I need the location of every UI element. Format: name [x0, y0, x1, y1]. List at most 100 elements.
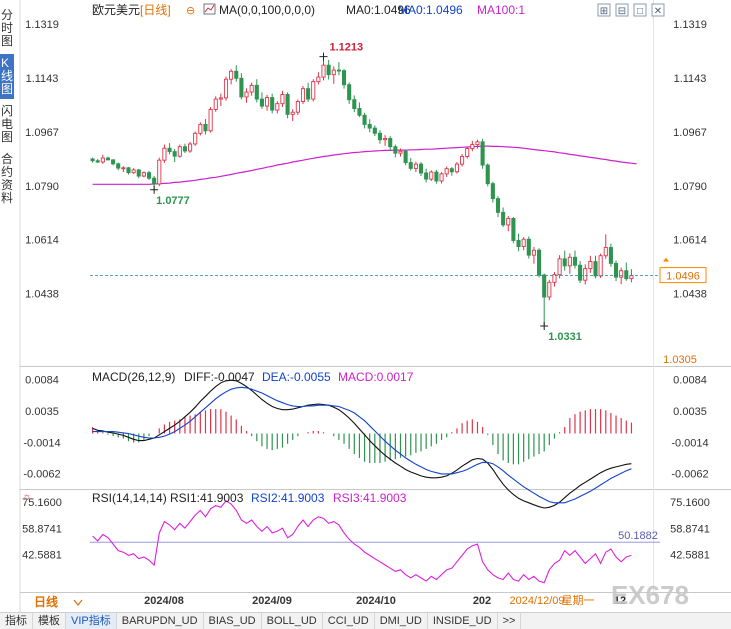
candle-body	[449, 168, 454, 173]
candle-40	[295, 99, 300, 115]
candle-body	[295, 101, 300, 113]
expand-icon-glyph: ⊞	[600, 6, 608, 17]
bottom-tab-4[interactable]: BIAS_UD	[204, 613, 262, 629]
candle-body	[95, 160, 100, 163]
header-symbol: 欧元美元	[92, 3, 140, 17]
candle-body	[126, 167, 131, 174]
candle-69	[444, 166, 449, 177]
bottom-tab-9[interactable]: >>	[498, 613, 522, 629]
candle-49	[341, 69, 347, 89]
candle-60	[398, 148, 403, 157]
macd-tick-right-3: -0.0062	[671, 468, 708, 480]
candle-13	[157, 157, 162, 187]
low-annotation-b: 1.0331	[548, 331, 582, 343]
price-tick-right-3: 1.0790	[673, 181, 707, 193]
watermark: EX678	[611, 580, 689, 610]
close-icon[interactable]	[651, 3, 665, 17]
candle-body	[290, 111, 295, 115]
candle-22	[203, 118, 208, 135]
candle-body	[372, 127, 377, 134]
candle-72	[460, 154, 465, 167]
candle-93	[567, 253, 572, 274]
settings-sun-icon: ☼	[22, 491, 32, 503]
candle-27	[229, 69, 234, 85]
rsi-tick-right-2: 42.5881	[670, 549, 710, 561]
macd-tick-left-1: 0.0035	[25, 406, 59, 418]
candle-body	[229, 70, 234, 80]
side-tab-2[interactable]: 闪电图	[1, 104, 14, 144]
chart-background	[20, 0, 731, 612]
rsi2-label: RSI2:41.9003	[251, 491, 325, 505]
candle-body	[444, 168, 449, 175]
expand-icon[interactable]	[597, 3, 611, 17]
maximize-icon[interactable]	[633, 3, 647, 17]
candle-body	[408, 162, 413, 169]
bottom-tab-3[interactable]: BARUPDN_UD	[117, 613, 204, 629]
candle-29	[239, 73, 244, 100]
candle-24	[213, 96, 218, 112]
candle-body	[572, 256, 578, 266]
bottom-tab-7[interactable]: DMI_UD	[375, 613, 428, 629]
period-label-bg	[28, 594, 86, 610]
macd-value-label: MACD:0.0017	[338, 370, 414, 384]
bottom-tab-2[interactable]: VIP指标	[66, 613, 117, 629]
candle-85	[526, 236, 531, 259]
bottom-tab-1[interactable]: 模板	[33, 613, 66, 629]
candle-body	[542, 274, 547, 298]
bottom-tab-0[interactable]: 指标	[0, 613, 33, 629]
macd-title: MACD(26,12,9)	[92, 370, 175, 384]
candle-52	[357, 102, 362, 118]
side-tab-1[interactable]: K线图	[0, 54, 14, 99]
candle-body	[177, 146, 182, 157]
candle-body	[398, 150, 403, 154]
candle-body	[434, 171, 439, 182]
bottom-tab-5[interactable]: BOLL_UD	[262, 613, 323, 629]
candle-body	[121, 167, 126, 170]
candle-body	[506, 218, 511, 226]
side-tab-0[interactable]: 分时图	[1, 8, 14, 48]
candle-11	[146, 170, 152, 181]
candle-73	[465, 146, 470, 159]
candle-body	[362, 114, 367, 125]
candle-body	[403, 150, 408, 164]
candle-body	[578, 264, 583, 281]
bottom-tab-6[interactable]: CCI_UD	[323, 613, 375, 629]
candle-body	[285, 94, 290, 115]
candle-body	[608, 247, 613, 264]
candle-body	[593, 261, 598, 277]
candle-94	[572, 250, 578, 269]
macd-tick-left-0: 0.0084	[25, 375, 59, 387]
candle-81	[506, 216, 511, 232]
candle-10	[141, 171, 146, 178]
candle-90	[552, 271, 557, 287]
current-price-box	[659, 267, 707, 284]
candle-62	[408, 158, 413, 171]
candle-body	[531, 249, 536, 256]
candle-88	[542, 273, 547, 326]
candle-35	[270, 93, 275, 114]
candle-84	[521, 237, 526, 251]
candle-body	[172, 151, 177, 157]
candle-body	[208, 109, 213, 132]
bottom-tab-8[interactable]: INSIDE_UD	[428, 613, 498, 629]
macd-diff-label: DIFF:-0.0047	[184, 370, 255, 384]
candle-74	[470, 140, 475, 152]
candle-body	[213, 98, 218, 110]
period-label: 日线	[34, 594, 58, 609]
macd-tick-right-0: 0.0084	[673, 375, 707, 387]
candle-body	[588, 261, 593, 270]
candle-body	[624, 270, 629, 280]
side-tab-3[interactable]: 合约资料	[1, 152, 14, 205]
candle-86	[531, 246, 536, 264]
shrink-icon[interactable]	[615, 3, 629, 17]
shrink-icon-glyph: ⊟	[618, 6, 626, 17]
candle-body	[613, 262, 619, 278]
high-annotation: 1.1213	[330, 42, 364, 54]
x-label-2: 2024/10	[356, 595, 396, 607]
candle-body	[619, 270, 624, 278]
candle-body	[203, 123, 208, 132]
candle-19	[188, 141, 193, 153]
candle-46	[326, 59, 331, 80]
header-ma0-b: MA0:1.0496	[398, 3, 463, 17]
candle-body	[100, 157, 105, 163]
